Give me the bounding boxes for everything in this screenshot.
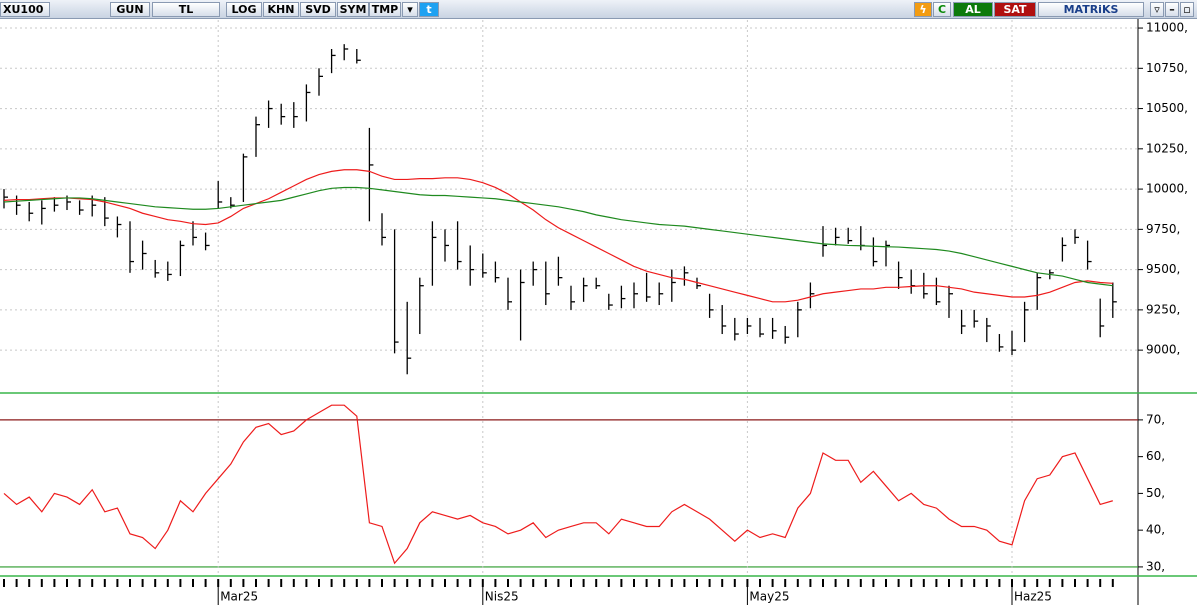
window-button[interactable]: ▫ bbox=[1180, 2, 1194, 17]
dropdown[interactable]: ▾ bbox=[402, 2, 418, 17]
chart: 9000, 9250, 9500, 9750, 10000, 10250, 10500, 10… bbox=[0, 19, 1197, 605]
plot-area bbox=[0, 19, 1138, 605]
y-tick-label: 9750, bbox=[1146, 222, 1180, 236]
brand[interactable]: MATRiKS bbox=[1038, 2, 1144, 17]
twitter-icon[interactable]: t bbox=[419, 2, 439, 17]
y-tick-label: 30, bbox=[1146, 559, 1165, 573]
window-button[interactable]: – bbox=[1165, 2, 1179, 17]
y-tick-label: 9250, bbox=[1146, 302, 1180, 316]
button[interactable]: SYM bbox=[337, 2, 369, 17]
y-tick-label: 40, bbox=[1146, 523, 1165, 537]
x-tick-label: Nis25 bbox=[485, 590, 519, 604]
line bbox=[3, 404, 1113, 565]
button[interactable]: SVD bbox=[300, 2, 336, 17]
y-tick-label: 10750, bbox=[1146, 61, 1188, 75]
buy-button[interactable]: AL bbox=[953, 2, 993, 17]
button[interactable]: TMP bbox=[369, 2, 401, 17]
button[interactable]: LOG bbox=[226, 2, 262, 17]
y-tick-label: 9500, bbox=[1146, 262, 1180, 276]
line bbox=[3, 186, 1113, 287]
y-tick-label: 70, bbox=[1146, 412, 1165, 426]
y-tick-label: 10000, bbox=[1146, 182, 1188, 196]
y-tick-label: 11000, bbox=[1146, 21, 1188, 35]
x-tick-label: Mar25 bbox=[220, 590, 258, 604]
y-tick-label: 9000, bbox=[1146, 343, 1180, 357]
button[interactable]: KHN bbox=[263, 2, 299, 17]
sell-button[interactable]: SAT bbox=[994, 2, 1036, 17]
y-tick-label: 10250, bbox=[1146, 141, 1188, 155]
button[interactable]: TL bbox=[152, 2, 220, 17]
button[interactable]: GUN bbox=[110, 2, 150, 17]
y-tick-label: 60, bbox=[1146, 449, 1165, 463]
window-button[interactable]: ▿ bbox=[1150, 2, 1164, 17]
button[interactable]: C bbox=[933, 2, 951, 17]
x-tick-label: Haz25 bbox=[1014, 590, 1052, 604]
flash-icon[interactable]: ϟ bbox=[914, 2, 932, 17]
x-tick-label: May25 bbox=[749, 590, 789, 604]
line bbox=[3, 169, 1113, 303]
toolbar: XU100 GUN TL LOG KHN SVD SYM TMP ▾ t ϟ C… bbox=[0, 0, 1197, 19]
y-tick-label: 50, bbox=[1146, 486, 1165, 500]
y-tick-label: 10500, bbox=[1146, 101, 1188, 115]
symbol[interactable]: XU100 bbox=[0, 2, 50, 17]
